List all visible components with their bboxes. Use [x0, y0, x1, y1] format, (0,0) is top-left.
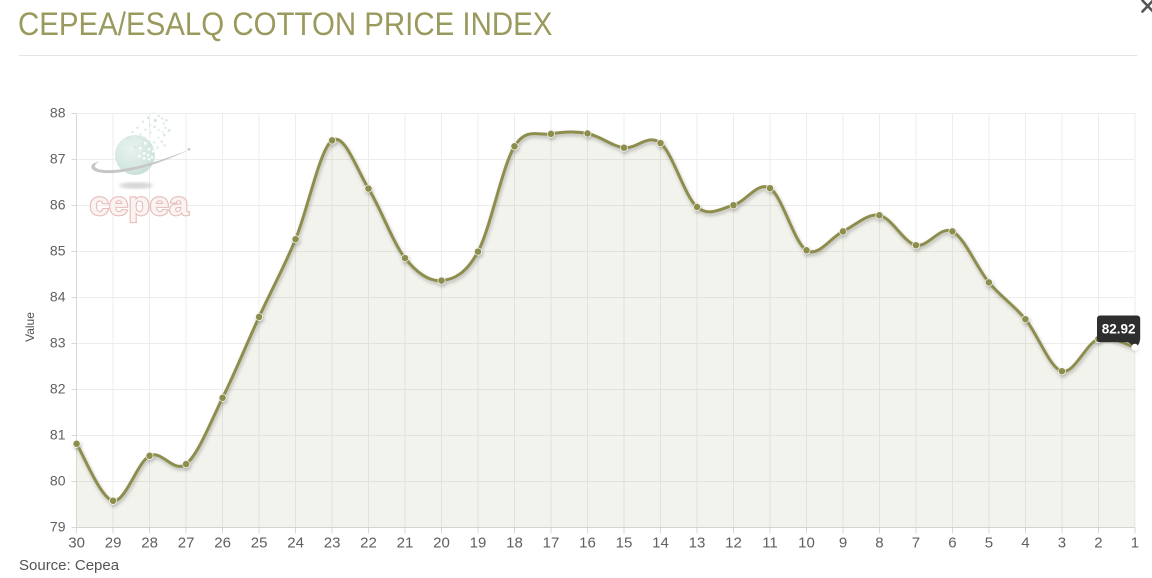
svg-text:17: 17 — [543, 534, 560, 551]
svg-text:88: 88 — [50, 105, 66, 121]
svg-text:27: 27 — [178, 534, 195, 551]
svg-text:22: 22 — [360, 534, 377, 551]
svg-text:14: 14 — [652, 534, 669, 551]
svg-text:5: 5 — [985, 534, 993, 551]
svg-text:18: 18 — [506, 534, 523, 551]
svg-text:7: 7 — [912, 534, 920, 551]
svg-text:86: 86 — [50, 197, 66, 213]
svg-text:9: 9 — [839, 534, 847, 551]
svg-text:21: 21 — [397, 534, 414, 551]
svg-text:11: 11 — [762, 534, 778, 551]
svg-text:4: 4 — [1021, 534, 1029, 551]
svg-text:19: 19 — [470, 534, 487, 551]
svg-text:15: 15 — [616, 534, 633, 551]
svg-text:20: 20 — [433, 534, 450, 551]
svg-text:81: 81 — [50, 427, 66, 443]
svg-text:10: 10 — [798, 534, 815, 551]
svg-text:3: 3 — [1058, 534, 1066, 551]
svg-text:6: 6 — [948, 534, 956, 551]
svg-text:82.92: 82.92 — [1102, 322, 1136, 337]
svg-text:29: 29 — [105, 534, 122, 551]
svg-text:24: 24 — [287, 534, 304, 551]
svg-text:84: 84 — [50, 289, 66, 305]
svg-text:13: 13 — [689, 534, 706, 551]
svg-text:83: 83 — [50, 335, 66, 351]
svg-text:1: 1 — [1131, 534, 1139, 551]
svg-text:28: 28 — [141, 534, 158, 551]
svg-text:85: 85 — [50, 243, 66, 259]
svg-text:26: 26 — [214, 534, 231, 551]
svg-text:80: 80 — [50, 473, 66, 489]
svg-text:87: 87 — [50, 151, 66, 167]
svg-text:12: 12 — [725, 534, 742, 551]
svg-text:25: 25 — [251, 534, 268, 551]
svg-text:Value: Value — [23, 312, 37, 342]
svg-text:79: 79 — [50, 519, 66, 535]
svg-text:8: 8 — [875, 534, 883, 551]
svg-text:23: 23 — [324, 534, 341, 551]
svg-text:16: 16 — [579, 534, 596, 551]
svg-text:82: 82 — [50, 381, 66, 397]
svg-text:cepea: cepea — [90, 185, 190, 222]
svg-text:2: 2 — [1094, 534, 1102, 551]
svg-text:30: 30 — [68, 534, 85, 551]
